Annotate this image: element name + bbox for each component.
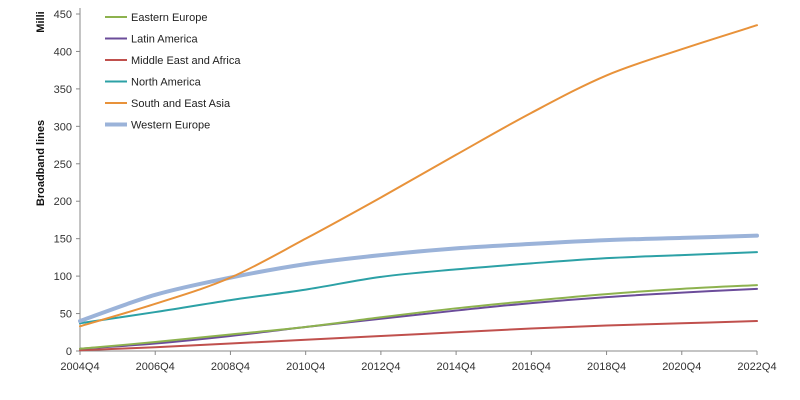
y-tick-label: 400 bbox=[54, 46, 72, 58]
series-line-south-and-east-asia bbox=[79, 24, 758, 328]
x-tick-label: 2012Q4 bbox=[361, 361, 400, 373]
x-tick-label: 2004Q4 bbox=[60, 361, 99, 373]
legend-label-latin-america: Latin America bbox=[131, 34, 199, 46]
y-tick-label: 350 bbox=[54, 84, 72, 96]
y-tick-label: 250 bbox=[54, 159, 72, 171]
legend-label-eastern-europe: Eastern Europe bbox=[131, 12, 207, 24]
series-line-north-america bbox=[79, 251, 758, 325]
legend-label-south-and-east-asia: South and East Asia bbox=[131, 98, 231, 110]
y-tick-label: 0 bbox=[66, 346, 72, 358]
y-axis-title: Broadband lines bbox=[35, 120, 47, 206]
y-tick-label: 50 bbox=[60, 309, 72, 321]
x-tick-label: 2016Q4 bbox=[512, 361, 551, 373]
series-line-western-europe bbox=[78, 233, 759, 324]
series-line-middle-east-and-africa bbox=[79, 320, 758, 352]
series-line-latin-america bbox=[79, 287, 758, 350]
y-axis-title-top: Milli bbox=[35, 11, 47, 32]
x-tick-label: 2020Q4 bbox=[662, 361, 701, 373]
x-tick-label: 2008Q4 bbox=[211, 361, 250, 373]
legend-label-middle-east-and-africa: Middle East and Africa bbox=[131, 55, 241, 67]
y-tick-label: 100 bbox=[54, 271, 72, 283]
x-tick-label: 2014Q4 bbox=[437, 361, 476, 373]
y-tick-label: 200 bbox=[54, 196, 72, 208]
legend-label-western-europe: Western Europe bbox=[131, 120, 210, 132]
x-tick-label: 2010Q4 bbox=[286, 361, 325, 373]
y-tick-label: 450 bbox=[54, 9, 72, 21]
legend-box bbox=[92, 4, 242, 136]
legend-label-north-america: North America bbox=[131, 77, 202, 89]
x-tick-label: 2006Q4 bbox=[136, 361, 175, 373]
x-tick-label: 2022Q4 bbox=[737, 361, 776, 373]
y-tick-label: 300 bbox=[54, 121, 72, 133]
x-tick-label: 2018Q4 bbox=[587, 361, 626, 373]
series-line-eastern-europe bbox=[79, 284, 758, 350]
y-tick-label: 150 bbox=[54, 234, 72, 246]
